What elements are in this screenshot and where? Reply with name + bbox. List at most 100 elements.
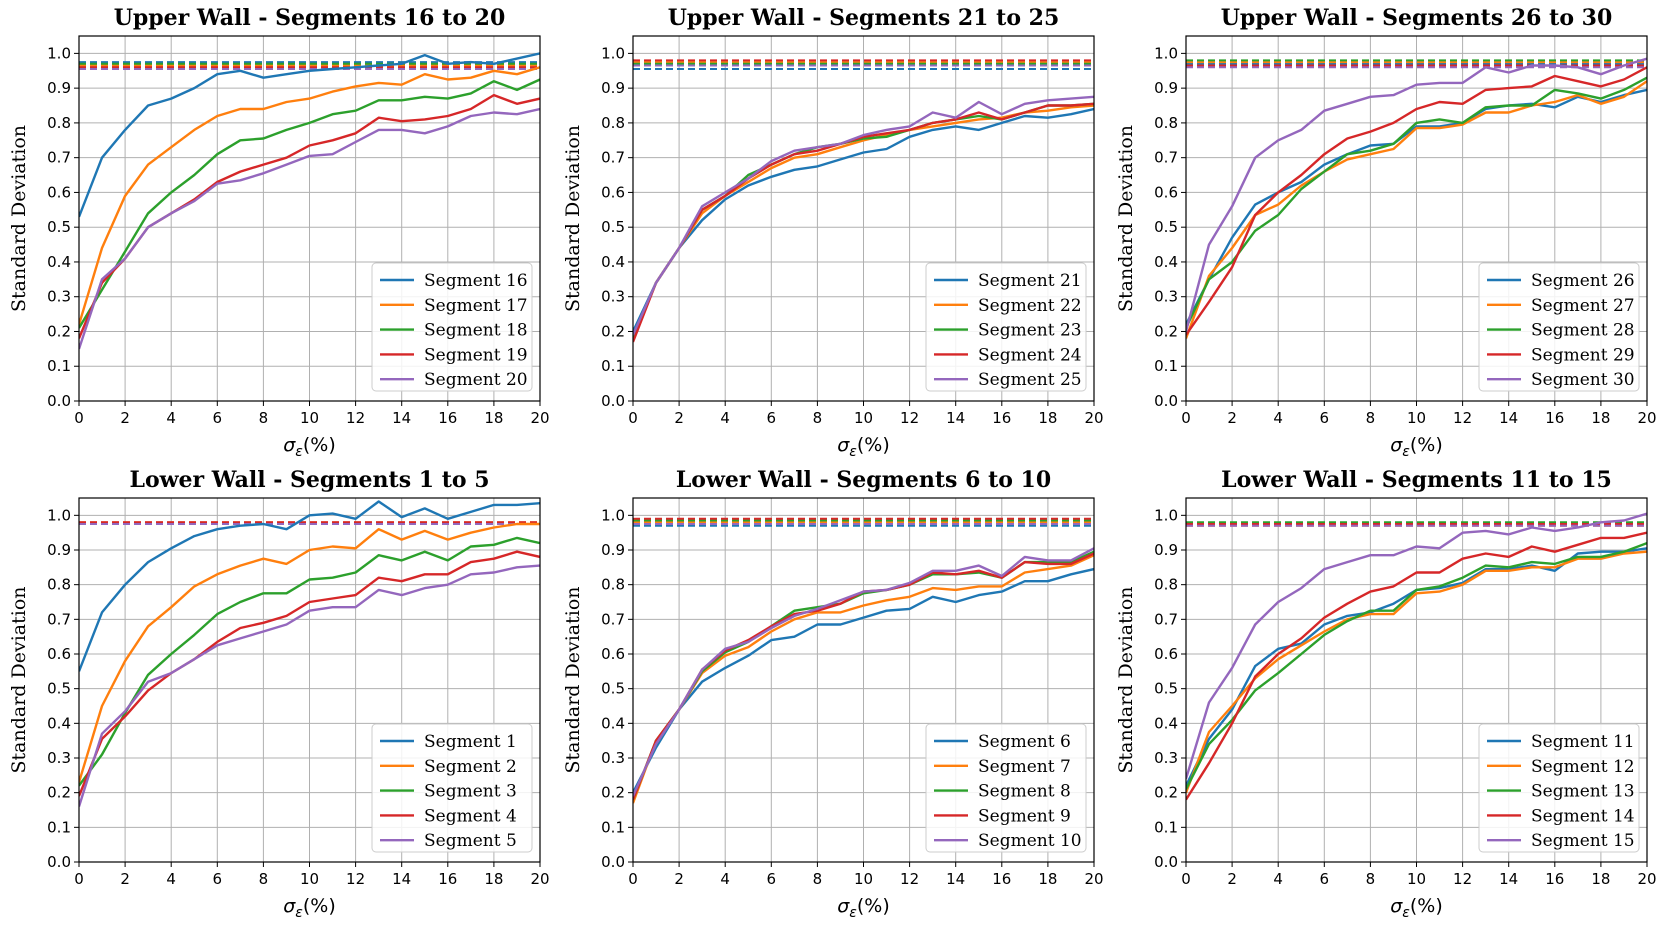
x-axis-label: σε(%) — [283, 434, 336, 460]
series-line-segment-27 — [1186, 80, 1647, 339]
x-axis-label-suffix: (%) — [1410, 434, 1443, 456]
series-line-segment-26 — [1186, 88, 1647, 326]
x-tick-label: 10 — [300, 870, 319, 888]
y-tick-label: 0.9 — [47, 79, 71, 97]
series-line-segment-15 — [1186, 512, 1647, 780]
y-tick-label: 0.4 — [47, 253, 71, 271]
series-line-segment-4 — [79, 550, 540, 797]
legend-label: Segment 30 — [1531, 370, 1635, 390]
y-tick-label: 0.6 — [47, 183, 71, 201]
legend: Segment 21 Segment 22 Segment 23 Segment 24… — [925, 262, 1087, 392]
x-tick-label: 2 — [674, 870, 684, 888]
series-line-segment-29 — [1186, 66, 1647, 336]
legend-box — [1478, 262, 1640, 392]
series-line-segment-13 — [1186, 541, 1647, 790]
legend: Segment 11 Segment 12 Segment 13 Segment 14… — [1478, 723, 1640, 853]
x-tick-label: 20 — [1084, 870, 1103, 888]
y-tick-label: 0.4 — [601, 714, 625, 732]
y-tick-label: 0.0 — [1154, 392, 1178, 410]
x-axis-label-symbol: σ — [283, 434, 296, 456]
y-tick-label: 0.1 — [47, 357, 71, 375]
legend-label: Segment 21 — [978, 271, 1082, 291]
series-line-segment-7 — [633, 554, 1094, 804]
x-axis-label-suffix: (%) — [1410, 895, 1443, 917]
x-tick-label: 6 — [213, 409, 223, 427]
y-tick-label: 0.8 — [1154, 114, 1178, 132]
legend-label: Segment 23 — [978, 321, 1082, 341]
x-axis-label-suffix: (%) — [857, 434, 890, 456]
x-tick-label: 12 — [900, 870, 919, 888]
x-tick-label: 18 — [1038, 870, 1057, 888]
legend-label: Segment 6 — [978, 732, 1071, 752]
y-tick-label: 0.2 — [47, 322, 71, 340]
y-axis-label: Standard Deviation — [1115, 125, 1137, 312]
series-line-segment-10 — [633, 547, 1094, 797]
legend: Segment 1 Segment 2 Segment 3 Segment 4 Segm… — [371, 723, 533, 853]
chart-title: Upper Wall - Segments 21 to 25 — [668, 5, 1060, 31]
x-axis-label-subscript: ε — [295, 905, 303, 921]
y-tick-label: 0.4 — [1154, 253, 1178, 271]
series-line-segment-28 — [1186, 76, 1647, 329]
chart-panel-4: Lower Wall - Segments 1 to 5 0 2 4 6 8 10 12 14 1… — [8, 467, 550, 921]
y-tick-label: 0.0 — [601, 392, 625, 410]
x-tick-label: 12 — [346, 870, 365, 888]
y-tick-label: 0.6 — [47, 645, 71, 663]
y-tick-label: 0.7 — [601, 149, 625, 167]
x-tick-label: 2 — [674, 409, 684, 427]
x-axis-label: σε(%) — [837, 895, 890, 921]
series-line-segment-25 — [633, 95, 1094, 336]
y-tick-label: 0.2 — [601, 784, 625, 802]
y-tick-label: 0.6 — [601, 183, 625, 201]
y-axis-label: Standard Deviation — [562, 587, 584, 774]
x-tick-label: 6 — [767, 409, 777, 427]
x-axis-label-symbol: σ — [283, 895, 296, 917]
x-tick-label: 18 — [1591, 870, 1610, 888]
legend-label: Segment 29 — [1531, 345, 1635, 365]
legend-label: Segment 1 — [424, 732, 517, 752]
legend-label: Segment 8 — [978, 782, 1071, 802]
y-axis-label: Standard Deviation — [1115, 587, 1137, 774]
legend-label: Segment 18 — [424, 321, 528, 341]
y-tick-label: 0.3 — [601, 288, 625, 306]
x-tick-label: 18 — [1591, 409, 1610, 427]
legend-label: Segment 9 — [978, 806, 1071, 826]
y-tick-label: 0.9 — [1154, 79, 1178, 97]
x-tick-label: 8 — [1366, 870, 1376, 888]
x-axis-label: σε(%) — [283, 895, 336, 921]
y-tick-label: 0.0 — [601, 853, 625, 871]
legend-label: Segment 14 — [1531, 806, 1635, 826]
x-tick-label: 16 — [992, 409, 1011, 427]
y-tick-label: 0.0 — [47, 853, 71, 871]
y-tick-label: 0.8 — [47, 576, 71, 594]
legend-label: Segment 16 — [424, 271, 528, 291]
x-tick-label: 16 — [1545, 409, 1564, 427]
y-tick-label: 0.2 — [1154, 784, 1178, 802]
legend-box — [925, 723, 1087, 853]
y-tick-label: 0.7 — [1154, 149, 1178, 167]
x-tick-label: 18 — [484, 870, 503, 888]
x-tick-label: 0 — [1181, 870, 1191, 888]
y-tick-label: 0.7 — [47, 149, 71, 167]
y-tick-label: 0.8 — [601, 114, 625, 132]
y-axis-label: Standard Deviation — [562, 125, 584, 312]
y-tick-label: 0.8 — [601, 576, 625, 594]
y-axis-label: Standard Deviation — [8, 125, 30, 312]
plot-area — [1186, 57, 1647, 339]
legend-label: Segment 11 — [1531, 732, 1635, 752]
legend-label: Segment 12 — [1531, 757, 1635, 777]
legend-label: Segment 2 — [424, 757, 517, 777]
y-tick-label: 1.0 — [601, 506, 625, 524]
chart-title: Lower Wall - Segments 1 to 5 — [129, 467, 489, 493]
x-axis-label-suffix: (%) — [303, 434, 336, 456]
x-tick-label: 20 — [1637, 870, 1656, 888]
y-tick-label: 0.9 — [601, 541, 625, 559]
legend-box — [1478, 723, 1640, 853]
legend-label: Segment 22 — [978, 296, 1082, 316]
x-tick-label: 14 — [392, 409, 411, 427]
x-tick-label: 6 — [1320, 870, 1330, 888]
x-tick-label: 20 — [1637, 409, 1656, 427]
x-axis-label-subscript: ε — [849, 444, 857, 460]
legend-label: Segment 7 — [978, 757, 1071, 777]
y-tick-label: 0.7 — [601, 610, 625, 628]
legend-label: Segment 17 — [424, 296, 528, 316]
